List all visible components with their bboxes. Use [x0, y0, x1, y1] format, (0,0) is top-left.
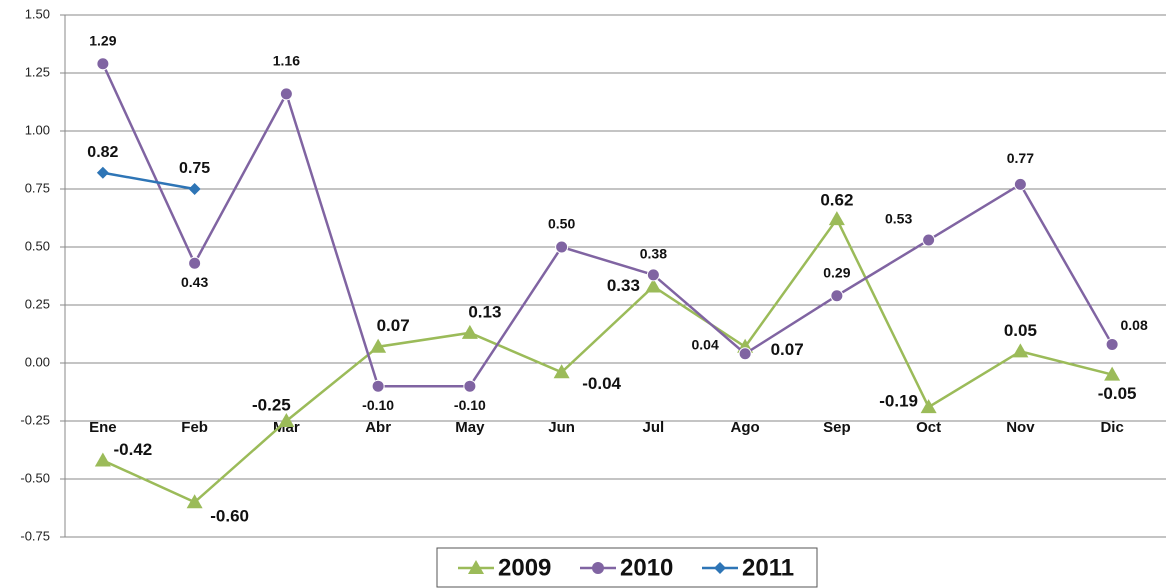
legend-marker	[592, 562, 604, 574]
data-label: 0.75	[179, 160, 210, 177]
marker	[830, 289, 844, 303]
x-tick-label: Dic	[1100, 419, 1123, 436]
data-label: 0.07	[771, 340, 804, 359]
x-tick-label: Oct	[916, 419, 941, 436]
data-label: 0.82	[87, 144, 118, 161]
legend-label: 2009	[498, 554, 551, 581]
x-tick-label: Ago	[731, 419, 760, 436]
y-tick-label: 1.00	[25, 122, 50, 137]
marker	[279, 87, 293, 101]
data-label: 0.33	[607, 276, 640, 295]
legend-label: 2011	[742, 554, 794, 581]
y-tick-label: 1.25	[25, 64, 50, 79]
y-tick-label: -0.50	[20, 470, 50, 485]
marker	[738, 347, 752, 361]
data-label: 0.50	[548, 216, 575, 232]
marker	[188, 183, 201, 195]
x-tick-label: Jun	[548, 419, 575, 436]
marker	[553, 364, 570, 379]
data-label: 0.05	[1004, 321, 1037, 340]
data-label: 1.29	[89, 32, 116, 48]
legend-marker	[714, 562, 726, 574]
marker	[461, 324, 478, 339]
data-label: 0.07	[377, 316, 410, 335]
x-tick-label: Abr	[365, 419, 391, 436]
marker	[186, 494, 203, 509]
marker	[188, 256, 202, 270]
marker	[96, 166, 109, 179]
marker	[1012, 343, 1029, 358]
y-tick-label: 0.50	[25, 238, 50, 253]
marker	[1104, 366, 1121, 381]
marker	[645, 278, 662, 293]
x-tick-label: Ene	[89, 419, 117, 436]
y-tick-label: -0.25	[20, 412, 50, 427]
marker	[278, 413, 295, 427]
legend-box	[436, 547, 818, 588]
x-tick-label: Jul	[643, 419, 665, 436]
marker	[1013, 177, 1027, 191]
y-tick-label: 0.25	[25, 296, 50, 311]
series-line	[102, 216, 1113, 504]
data-label: -0.10	[454, 397, 486, 413]
legend: 2009 2010 2011	[436, 547, 818, 588]
data-label: 0.53	[885, 211, 912, 227]
marker	[94, 452, 111, 467]
y-tick-label: -0.75	[20, 528, 50, 543]
marker	[463, 379, 477, 393]
data-label: -0.05	[1098, 384, 1137, 403]
x-tick-label: May	[455, 419, 485, 436]
data-label: 0.04	[692, 336, 719, 352]
data-label: -0.25	[252, 395, 291, 414]
marker	[920, 399, 937, 414]
series-line	[102, 171, 195, 191]
marker	[555, 240, 569, 254]
marker	[646, 268, 660, 282]
data-label: 0.38	[640, 246, 667, 262]
data-label: 0.43	[181, 274, 208, 290]
legend-marker	[468, 560, 484, 574]
marker	[96, 57, 110, 71]
data-label: -0.60	[210, 507, 249, 526]
data-label: 1.16	[273, 53, 300, 69]
y-tick-label: 0.75	[25, 180, 50, 195]
data-label: -0.04	[582, 374, 621, 393]
data-label: 0.62	[820, 191, 853, 210]
x-tick-label: Sep	[823, 419, 851, 436]
y-tick-label: 1.50	[25, 6, 50, 21]
data-label: 0.08	[1121, 317, 1148, 333]
data-label: -0.19	[879, 392, 918, 411]
x-tick-label: Nov	[1006, 419, 1035, 436]
data-label: -0.42	[114, 440, 153, 459]
data-label: 0.29	[823, 264, 850, 280]
x-tick-label: Feb	[181, 419, 208, 436]
data-label: 0.13	[468, 302, 501, 321]
marker	[370, 338, 387, 353]
legend-label: 2010	[620, 554, 673, 581]
marker	[828, 211, 845, 226]
x-tick-label: Mar	[273, 419, 300, 436]
marker	[922, 233, 936, 247]
y-tick-label: 0.00	[25, 354, 50, 369]
series-line	[101, 63, 1114, 388]
data-label: 0.77	[1007, 150, 1034, 166]
data-label: -0.10	[362, 397, 394, 413]
marker	[1105, 337, 1119, 351]
marker	[371, 379, 385, 393]
